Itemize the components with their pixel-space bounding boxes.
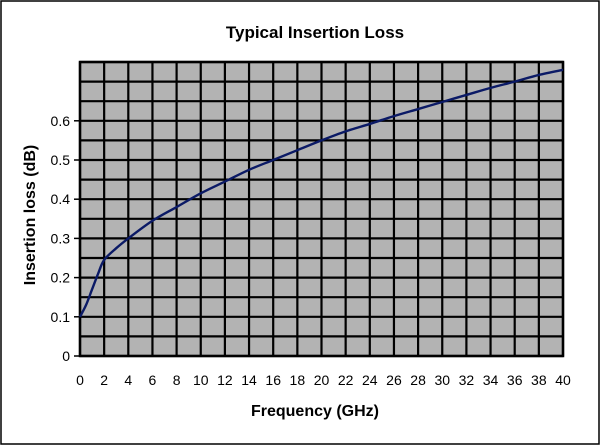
x-tick-label: 16 xyxy=(265,372,281,388)
x-tick-label: 32 xyxy=(459,372,475,388)
x-tick-label: 2 xyxy=(100,372,108,388)
y-tick-label: 0 xyxy=(62,348,70,364)
x-tick-label: 22 xyxy=(338,372,354,388)
x-tick-label: 8 xyxy=(173,372,181,388)
x-tick-label: 34 xyxy=(483,372,499,388)
x-tick-label: 4 xyxy=(124,372,132,388)
y-tick-label: 0.5 xyxy=(51,152,71,168)
y-tick-labels: 0 0.1 0.2 0.3 0.4 0.5 0.6 xyxy=(51,113,80,364)
x-tick-label: 30 xyxy=(434,372,450,388)
x-tick-label: 14 xyxy=(241,372,257,388)
y-tick-label: 0.6 xyxy=(51,113,71,129)
y-tick-label: 0.1 xyxy=(51,309,71,325)
x-tick-label: 26 xyxy=(386,372,402,388)
x-tick-label: 28 xyxy=(410,372,426,388)
x-tick-label: 18 xyxy=(290,372,306,388)
x-tick-label: 24 xyxy=(362,372,378,388)
chart-title: Typical Insertion Loss xyxy=(226,23,404,42)
y-tick-label: 0.2 xyxy=(51,270,71,286)
x-tick-label: 38 xyxy=(531,372,547,388)
y-tick-label: 0.3 xyxy=(51,230,71,246)
grid-lines xyxy=(78,60,565,358)
x-tick-label: 0 xyxy=(76,372,84,388)
x-tick-label: 20 xyxy=(314,372,330,388)
x-tick-label: 36 xyxy=(507,372,523,388)
insertion-loss-line xyxy=(78,68,564,318)
x-tick-label: 40 xyxy=(555,372,571,388)
x-axis-label: Frequency (GHz) xyxy=(251,403,379,420)
series-group xyxy=(78,68,564,318)
x-tick-label: 10 xyxy=(193,372,209,388)
plot-frame xyxy=(78,60,565,358)
x-tick-labels: 0 2 4 6 8 10 12 14 16 18 20 22 24 26 28 30 32 34 36 38 40 xyxy=(76,372,571,388)
x-tick-label: 12 xyxy=(217,372,233,388)
y-tick-label: 0.4 xyxy=(51,191,71,207)
x-tick-label: 6 xyxy=(149,372,157,388)
y-axis-label: Insertion loss (dB) xyxy=(22,145,39,285)
